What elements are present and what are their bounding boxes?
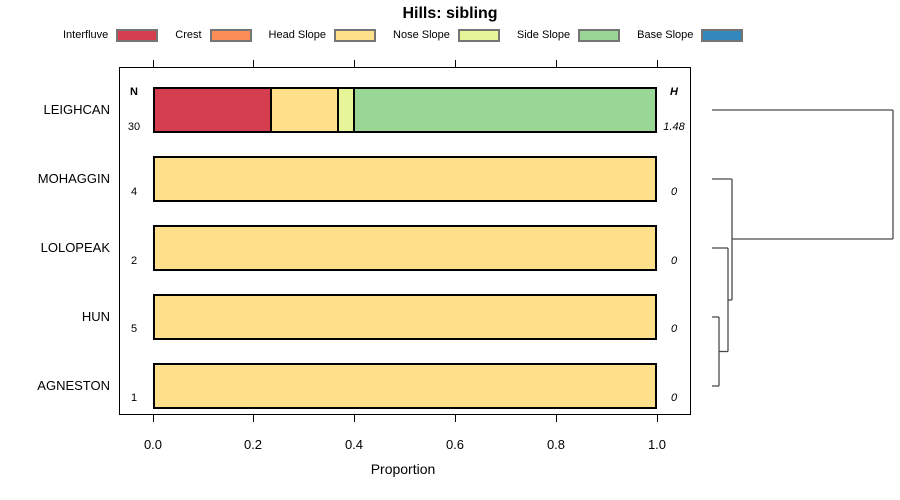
legend-item-side-slope: Side Slope — [516, 28, 621, 42]
x-axis-tick-top — [253, 60, 254, 67]
n-value: 5 — [130, 323, 138, 335]
x-axis-tick — [455, 415, 456, 422]
legend-label: Nose Slope — [393, 29, 450, 41]
legend-item-head-slope: Head Slope — [268, 28, 377, 42]
stacked-bar-mohaggin — [153, 156, 657, 202]
bar-segment-nose-slope — [338, 89, 355, 131]
legend-swatch-interfluve — [116, 28, 159, 42]
x-axis-tick-top — [556, 60, 557, 67]
legend-swatch-base-slope — [701, 28, 744, 42]
row-label-hun: HUN — [81, 309, 110, 324]
x-tick-label: 0.2 — [243, 437, 263, 452]
legend-item-crest: Crest — [175, 28, 252, 42]
bar-segment-interfluve — [155, 89, 272, 131]
plot-box — [119, 67, 691, 415]
x-axis-tick — [556, 415, 557, 422]
n-value: 30 — [127, 121, 141, 133]
x-axis-tick-top — [153, 60, 154, 67]
x-axis-tick — [657, 415, 658, 422]
h-value: 1.48 — [663, 121, 685, 133]
legend-label: Head Slope — [268, 29, 327, 41]
bar-segment-head-slope — [155, 158, 655, 200]
bar-segment-head-slope — [155, 227, 655, 269]
x-tick-label: 1.0 — [647, 437, 667, 452]
chart-title: Hills: sibling — [402, 5, 498, 22]
h-value: 0 — [670, 392, 678, 404]
stacked-bar-lolopeak — [153, 225, 657, 271]
x-tick-label: 0.8 — [546, 437, 566, 452]
stacked-bar-agneston — [153, 363, 657, 409]
h-column-header: H — [670, 86, 678, 98]
row-label-leighcan: LEIGHCAN — [43, 102, 110, 117]
x-axis-tick — [354, 415, 355, 422]
legend-item-base-slope: Base Slope — [637, 28, 744, 42]
n-value: 1 — [130, 392, 138, 404]
legend: Interfluve Crest Head Slope Nose Slope S… — [63, 26, 744, 44]
bar-segment-head-slope — [155, 365, 655, 407]
bar-segment-head-slope — [155, 296, 655, 338]
legend-swatch-nose-slope — [457, 28, 500, 42]
legend-item-nose-slope: Nose Slope — [393, 28, 500, 42]
legend-label: Side Slope — [516, 29, 571, 41]
bar-segment-side-slope — [355, 89, 655, 131]
h-value: 0 — [670, 323, 678, 335]
row-label-agneston: AGNESTON — [37, 378, 110, 393]
legend-swatch-crest — [209, 28, 252, 42]
x-axis-tick — [153, 415, 154, 422]
row-label-lolopeak: LOLOPEAK — [40, 240, 110, 255]
row-label-mohaggin: MOHAGGIN — [37, 171, 110, 186]
x-tick-label: 0.6 — [445, 437, 465, 452]
bar-segment-head-slope — [271, 89, 339, 131]
x-axis-tick-top — [354, 60, 355, 67]
legend-label: Base Slope — [637, 29, 694, 41]
legend-label: Interfluve — [63, 29, 109, 41]
h-value: 0 — [670, 186, 678, 198]
stacked-bar-hun — [153, 294, 657, 340]
n-value: 4 — [130, 186, 138, 198]
n-column-header: N — [130, 86, 138, 98]
x-axis-tick-top — [455, 60, 456, 67]
legend-label: Crest — [175, 29, 202, 41]
x-tick-label: 0.0 — [143, 437, 163, 452]
x-axis-title: Proportion — [370, 461, 436, 477]
legend-swatch-head-slope — [334, 28, 377, 42]
legend-swatch-side-slope — [578, 28, 621, 42]
legend-item-interfluve: Interfluve — [63, 28, 159, 42]
stacked-bar-leighcan — [153, 87, 657, 133]
x-axis-tick — [253, 415, 254, 422]
x-axis-tick-top — [657, 60, 658, 67]
x-tick-label: 0.4 — [344, 437, 364, 452]
n-value: 2 — [130, 255, 138, 267]
h-value: 0 — [670, 255, 678, 267]
